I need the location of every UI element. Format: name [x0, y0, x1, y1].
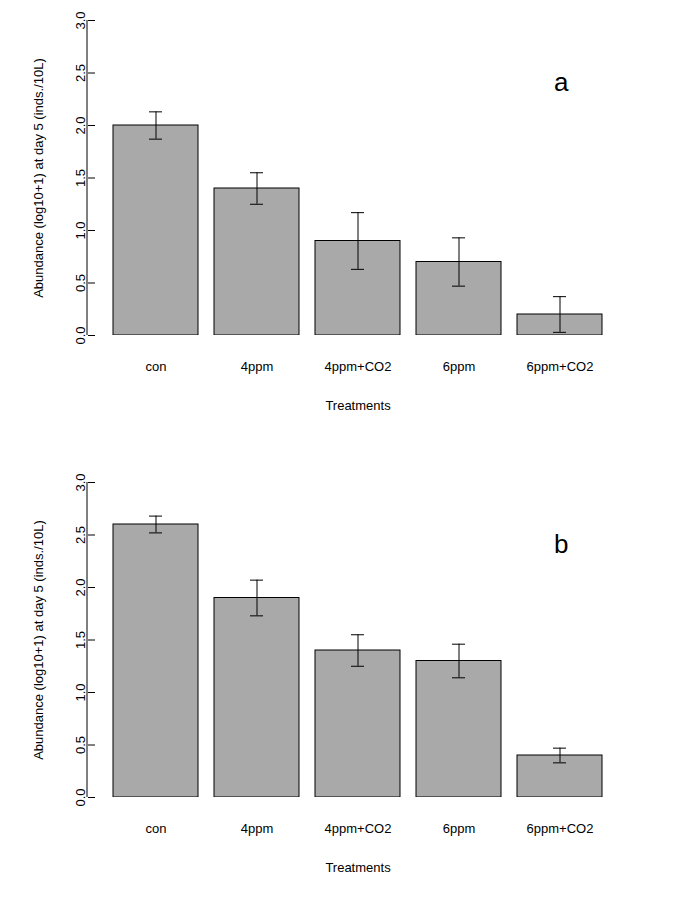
svg-text:4ppm: 4ppm	[241, 821, 274, 836]
svg-text:2.0: 2.0	[73, 578, 88, 596]
svg-text:6ppm+CO2: 6ppm+CO2	[527, 359, 594, 374]
svg-text:0.5: 0.5	[73, 274, 88, 292]
svg-text:3.0: 3.0	[73, 473, 88, 491]
svg-text:Treatments: Treatments	[325, 860, 391, 875]
svg-text:4ppm+CO2: 4ppm+CO2	[325, 359, 392, 374]
svg-text:3.0: 3.0	[73, 11, 88, 29]
svg-text:Treatments: Treatments	[325, 398, 391, 413]
svg-text:con: con	[146, 359, 167, 374]
svg-text:1.0: 1.0	[73, 683, 88, 701]
svg-text:2.0: 2.0	[73, 116, 88, 134]
svg-text:2.5: 2.5	[73, 526, 88, 544]
svg-text:6ppm+CO2: 6ppm+CO2	[527, 821, 594, 836]
svg-text:4ppm+CO2: 4ppm+CO2	[325, 821, 392, 836]
svg-text:0.0: 0.0	[73, 788, 88, 806]
svg-text:2.5: 2.5	[73, 64, 88, 82]
svg-text:0.5: 0.5	[73, 736, 88, 754]
svg-text:6ppm: 6ppm	[443, 359, 476, 374]
svg-text:6ppm: 6ppm	[443, 821, 476, 836]
svg-text:Abundance (log10+1) at day 5 (: Abundance (log10+1) at day 5 (inds./10L)	[31, 58, 46, 298]
svg-text:Abundance (log10+1) at day 5 (: Abundance (log10+1) at day 5 (inds./10L)	[31, 520, 46, 760]
svg-text:1.5: 1.5	[73, 631, 88, 649]
svg-text:0.0: 0.0	[73, 326, 88, 344]
svg-text:a: a	[554, 67, 569, 97]
svg-text:con: con	[146, 821, 167, 836]
svg-text:1.5: 1.5	[73, 169, 88, 187]
svg-text:1.0: 1.0	[73, 221, 88, 239]
svg-text:4ppm: 4ppm	[241, 359, 274, 374]
svg-text:b: b	[554, 529, 568, 559]
